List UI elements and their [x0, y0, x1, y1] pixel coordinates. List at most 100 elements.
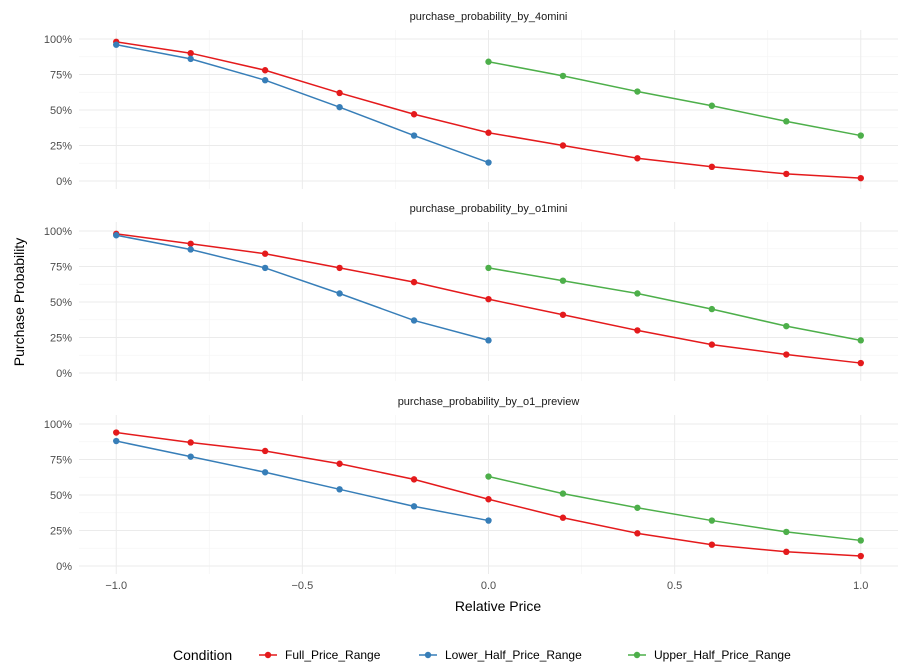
series-line-Upper_Half_Price_Range — [488, 267, 861, 342]
data-point — [113, 437, 120, 445]
data-point — [485, 473, 492, 480]
data-point — [410, 111, 418, 118]
data-point — [559, 311, 567, 318]
data-point — [261, 76, 269, 84]
data-point — [187, 246, 194, 253]
y-tick-label: 75% — [50, 262, 72, 274]
data-point — [559, 277, 567, 284]
legend-label: Full_Price_Range — [285, 648, 381, 662]
data-point — [857, 337, 864, 344]
x-tick-label: 0.5 — [667, 580, 682, 592]
legend-swatch-point — [633, 651, 641, 659]
data-point — [485, 264, 492, 272]
data-point — [634, 504, 641, 511]
series-line-Lower_Half_Price_Range — [116, 43, 489, 164]
data-point — [261, 447, 269, 455]
chart-panels: purchase_probability_by_4omini 0% 25% 50% 75… — [44, 11, 898, 592]
data-point — [336, 89, 343, 97]
y-tick-label: 50% — [50, 105, 72, 117]
panel-title: purchase_probability_by_o1mini — [410, 203, 568, 215]
data-point — [559, 72, 567, 80]
data-point — [634, 327, 641, 334]
data-point — [708, 341, 716, 348]
data-point — [261, 67, 269, 74]
panel-title: purchase_probability_by_o1_preview — [398, 396, 580, 408]
y-axis-title: Purchase Probability — [11, 238, 27, 366]
data-point — [634, 88, 641, 95]
data-point — [708, 541, 716, 548]
legend-item-Upper_Half_Price_Range: Upper_Half_Price_Range — [628, 648, 791, 662]
data-point — [485, 129, 492, 136]
data-point — [410, 503, 418, 510]
panel-3: purchase_probability_by_o1_preview 0% 25% 5… — [44, 396, 898, 574]
y-tick-label: 100% — [44, 226, 72, 238]
legend-item-Lower_Half_Price_Range: Lower_Half_Price_Range — [419, 648, 582, 662]
y-tick-label: 100% — [44, 419, 72, 431]
data-point — [783, 528, 790, 536]
legend-label: Lower_Half_Price_Range — [445, 648, 582, 662]
y-tick-label: 75% — [50, 455, 72, 467]
data-point — [783, 118, 790, 125]
data-point — [113, 41, 120, 48]
legend-swatch-point — [424, 651, 432, 659]
data-point — [559, 514, 567, 521]
data-point — [783, 548, 790, 555]
data-point — [857, 174, 864, 182]
data-point — [336, 103, 343, 111]
series-line-Upper_Half_Price_Range — [488, 60, 861, 137]
data-point — [410, 278, 418, 286]
panel-2: purchase_probability_by_o1mini 0% 25% 50% 75… — [44, 203, 898, 381]
data-point — [634, 155, 641, 162]
y-tick-label: 25% — [50, 333, 72, 345]
data-point — [113, 232, 120, 239]
data-point — [410, 132, 418, 139]
data-point — [783, 351, 790, 358]
data-point — [113, 429, 120, 436]
y-tick-label: 25% — [50, 526, 72, 538]
data-point — [410, 476, 418, 483]
data-point — [708, 102, 716, 109]
data-point — [187, 453, 194, 460]
data-point — [857, 359, 864, 367]
data-point — [187, 439, 194, 446]
y-tick-label: 0% — [56, 368, 72, 380]
x-tick-label: 1.0 — [853, 580, 868, 592]
data-point — [485, 517, 492, 524]
data-point — [261, 250, 269, 257]
y-tick-label: 25% — [50, 141, 72, 153]
x-tick-label: 0.0 — [481, 580, 496, 592]
legend-label: Upper_Half_Price_Range — [654, 648, 791, 662]
data-point — [634, 530, 641, 537]
y-tick-label: 50% — [50, 490, 72, 502]
data-point — [857, 537, 864, 544]
data-point — [485, 295, 492, 303]
data-point — [187, 50, 194, 57]
data-point — [187, 240, 194, 247]
panel-1: purchase_probability_by_4omini 0% 25% 50% 75… — [44, 11, 898, 189]
y-tick-label: 50% — [50, 297, 72, 309]
data-point — [634, 290, 641, 297]
panel-title: purchase_probability_by_4omini — [410, 11, 568, 23]
data-point — [857, 552, 864, 560]
data-point — [410, 317, 418, 324]
y-tick-label: 0% — [56, 176, 72, 188]
x-axis-title: Relative Price — [455, 598, 542, 614]
data-point — [559, 490, 567, 497]
x-tick-label: −0.5 — [292, 580, 314, 592]
y-tick-label: 0% — [56, 561, 72, 573]
data-point — [261, 469, 269, 476]
data-point — [559, 142, 567, 149]
legend-title: Condition — [173, 647, 232, 663]
data-point — [336, 460, 343, 467]
x-tick-label: −1.0 — [105, 580, 127, 592]
data-point — [708, 163, 716, 170]
data-point — [485, 159, 492, 166]
series-line-Lower_Half_Price_Range — [116, 234, 489, 342]
data-point — [857, 132, 864, 139]
series-line-Upper_Half_Price_Range — [488, 475, 861, 542]
data-point — [336, 290, 343, 297]
data-point — [261, 264, 269, 272]
data-point — [485, 58, 492, 65]
legend-item-Full_Price_Range: Full_Price_Range — [259, 648, 381, 662]
